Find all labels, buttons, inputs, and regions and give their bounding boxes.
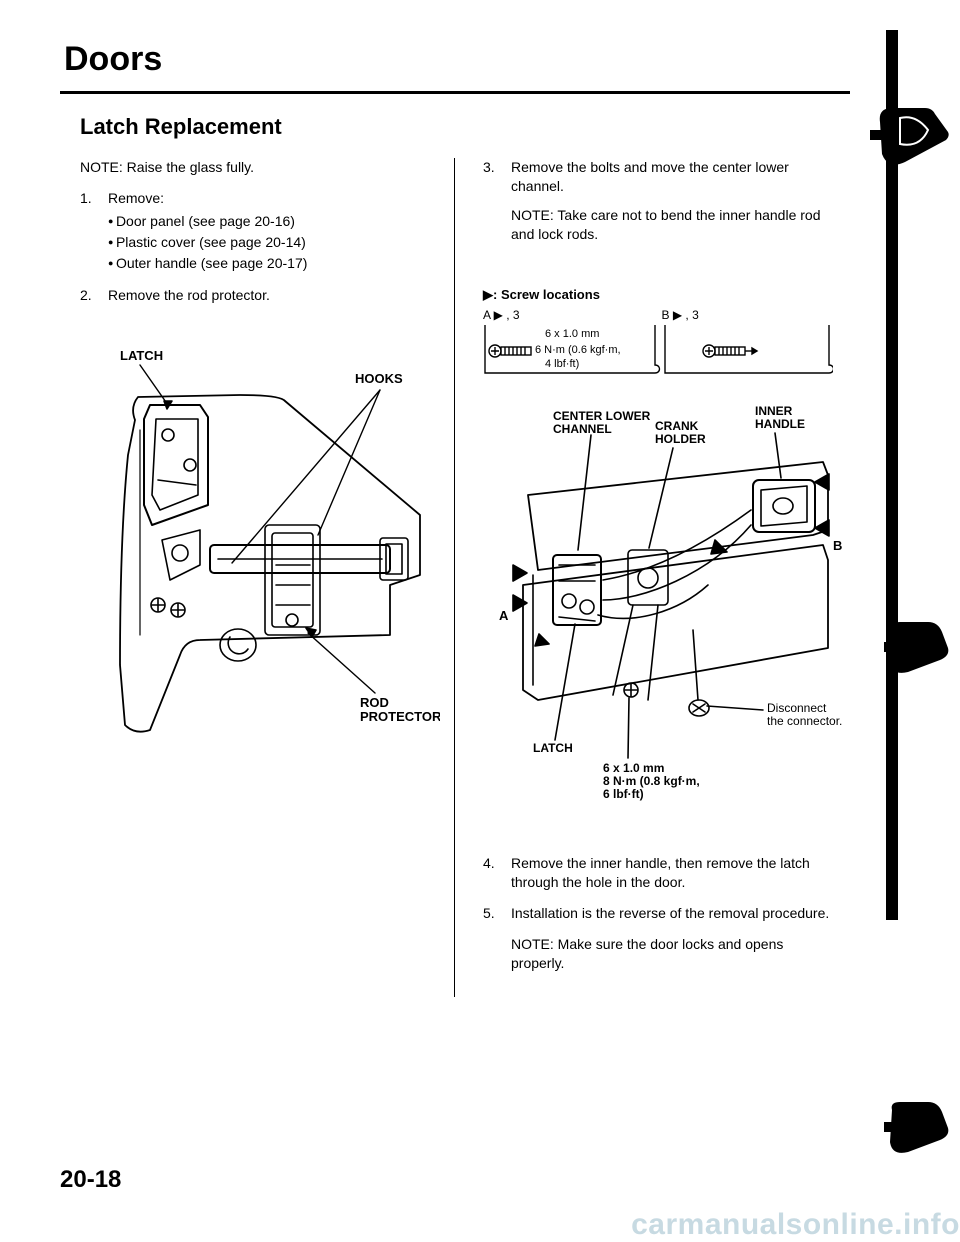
tab-mark-mid <box>884 620 950 676</box>
step-1-text: Remove: <box>108 190 164 206</box>
left-note: NOTE: Raise the glass fully. <box>80 158 436 177</box>
page-number: 20-18 <box>60 1166 121 1194</box>
fig1-label-protector: PROTECTOR <box>360 709 440 724</box>
screw-heading: ▶: Screw locations <box>483 286 840 304</box>
step-5-num: 5. <box>483 904 499 985</box>
svg-text:HANDLE: HANDLE <box>755 417 805 431</box>
svg-text:8 N·m (0.8 kgf·m,: 8 N·m (0.8 kgf·m, <box>603 774 700 788</box>
svg-text:INNER: INNER <box>755 404 793 418</box>
svg-text:B: B <box>833 538 842 553</box>
step-3-note: NOTE: Take care not to bend the inner ha… <box>511 206 840 244</box>
torque-boxes: 6 x 1.0 mm 6 N·m (0.6 kgf·m, 4 lbf·ft) <box>483 323 840 386</box>
subsection-title: Latch Replacement <box>80 114 900 140</box>
step-4-num: 4. <box>483 854 499 892</box>
tab-mark-top <box>870 100 950 170</box>
step-1: 1. Remove: Door panel (see page 20-16) P… <box>80 189 436 275</box>
fig1-label-rod: ROD <box>360 695 389 710</box>
svg-text:CHANNEL: CHANNEL <box>553 422 612 436</box>
tab-mark-bottom <box>884 1100 950 1156</box>
svg-text:LATCH: LATCH <box>533 741 573 755</box>
step-1-bullets: Door panel (see page 20-16) Plastic cove… <box>108 212 436 273</box>
svg-text:6 x 1.0 mm: 6 x 1.0 mm <box>603 761 664 775</box>
figure-1: LATCH HOOKS ROD PROTECTOR <box>80 335 436 745</box>
step-2-num: 2. <box>80 286 96 305</box>
svg-text:A: A <box>499 608 509 623</box>
step-3: 3. Remove the bolts and move the center … <box>483 158 840 256</box>
svg-text:6 x 1.0 mm: 6 x 1.0 mm <box>545 328 599 340</box>
step-4-text: Remove the inner handle, then remove the… <box>511 854 840 892</box>
step-5-note: NOTE: Make sure the door locks and opens… <box>511 935 840 973</box>
svg-text:CENTER LOWER: CENTER LOWER <box>553 409 651 423</box>
step-2-text: Remove the rod protector. <box>108 286 436 305</box>
svg-text:6 lbf·ft): 6 lbf·ft) <box>603 787 644 801</box>
watermark: carmanualsonline.info <box>631 1208 960 1242</box>
svg-text:HOLDER: HOLDER <box>655 432 706 446</box>
step-3-num: 3. <box>483 158 499 256</box>
bullet: Outer handle (see page 20-17) <box>108 254 436 273</box>
step-2: 2. Remove the rod protector. <box>80 286 436 305</box>
fig1-label-hooks: HOOKS <box>355 371 403 386</box>
step-1-num: 1. <box>80 189 96 275</box>
step-3-text: Remove the bolts and move the center low… <box>511 158 840 196</box>
title-rule <box>60 91 850 94</box>
page-title: Doors <box>64 40 900 79</box>
svg-text:CRANK: CRANK <box>655 419 699 433</box>
figure-2: CENTER LOWER CHANNEL CRANK HOLDER INNER … <box>483 400 840 830</box>
step-5: 5. Installation is the reverse of the re… <box>483 904 840 985</box>
screw-loc-a: A ▶ , 3 <box>483 307 662 323</box>
step-4: 4. Remove the inner handle, then remove … <box>483 854 840 892</box>
svg-text:6 N·m (0.6 kgf·m,: 6 N·m (0.6 kgf·m, <box>535 344 621 356</box>
screw-loc-b: B ▶ , 3 <box>662 307 841 323</box>
svg-text:4 lbf·ft): 4 lbf·ft) <box>545 358 579 370</box>
svg-text:Disconnect: Disconnect <box>767 701 827 715</box>
bullet: Door panel (see page 20-16) <box>108 212 436 231</box>
bullet: Plastic cover (see page 20-14) <box>108 233 436 252</box>
svg-text:the connector.: the connector. <box>767 714 842 728</box>
fig1-label-latch: LATCH <box>120 348 163 363</box>
step-5-text: Installation is the reverse of the remov… <box>511 904 840 923</box>
